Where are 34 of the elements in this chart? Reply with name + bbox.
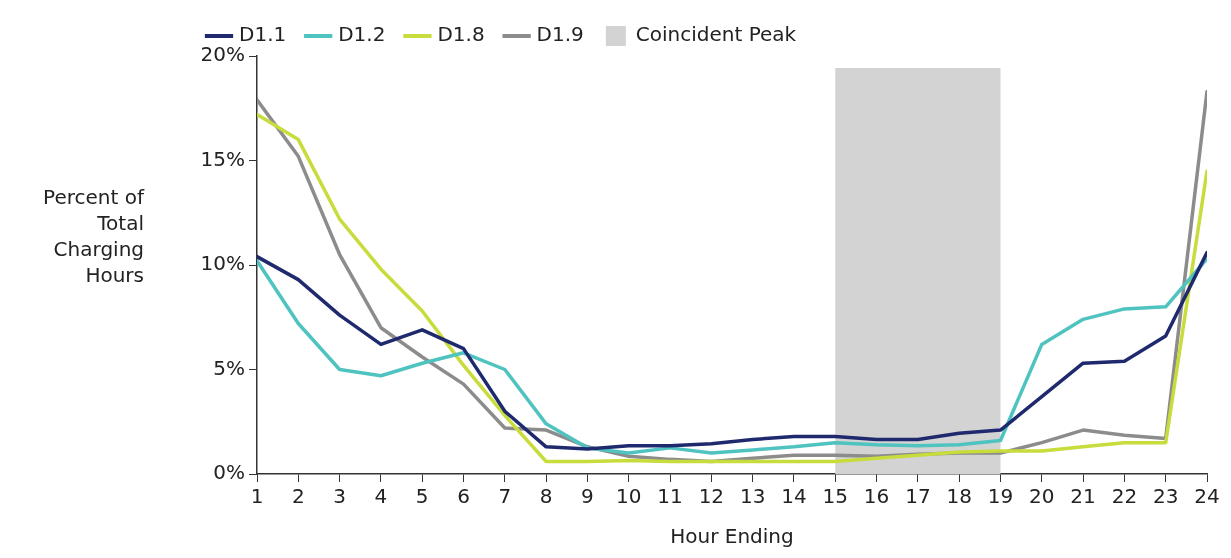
x-axis-title: Hour Ending — [670, 524, 794, 549]
x-tick-label: 11 — [657, 484, 683, 509]
x-tick-label: 6 — [457, 484, 470, 509]
x-tick-label: 18 — [946, 484, 972, 509]
x-tick-label: 7 — [498, 484, 512, 509]
y-tick-label: 0% — [213, 460, 245, 485]
y-tick-label: 15% — [200, 146, 245, 171]
x-tick-label: 2 — [291, 484, 305, 509]
x-tick-label: 12 — [698, 484, 725, 509]
legend-label: D1.2 — [338, 22, 386, 47]
x-tick-label: 17 — [905, 484, 931, 509]
legend-label: D1.8 — [437, 22, 485, 47]
legend-label: Coincident Peak — [635, 22, 797, 47]
x-tick-label: 13 — [739, 484, 766, 509]
y-axis-title: Percent of Total Charging Hours — [42, 184, 144, 288]
x-tick-label: 15 — [822, 484, 848, 509]
x-tick-label: 19 — [987, 484, 1014, 509]
x-tick-label: 1 — [250, 484, 264, 509]
x-tick-label: 24 — [1194, 484, 1220, 509]
y-tick-label: 10% — [200, 251, 245, 276]
x-tick-label: 5 — [415, 484, 429, 509]
x-tick-label: 23 — [1152, 484, 1179, 509]
x-tick-label: 8 — [539, 484, 553, 509]
y-tick-label: 5% — [213, 355, 245, 380]
x-tick-label: 10 — [616, 484, 642, 509]
x-tick-label: 20 — [1029, 484, 1055, 509]
x-tick-label: 4 — [374, 484, 388, 509]
x-tick-label: 9 — [581, 484, 594, 509]
legend-label: D1.9 — [536, 22, 584, 47]
x-tick-label: 22 — [1111, 484, 1138, 509]
x-tick-label: 16 — [863, 484, 890, 509]
x-tick-label: 21 — [1070, 484, 1096, 509]
x-tick-label: 14 — [781, 484, 807, 509]
x-tick-label: 3 — [333, 484, 346, 509]
